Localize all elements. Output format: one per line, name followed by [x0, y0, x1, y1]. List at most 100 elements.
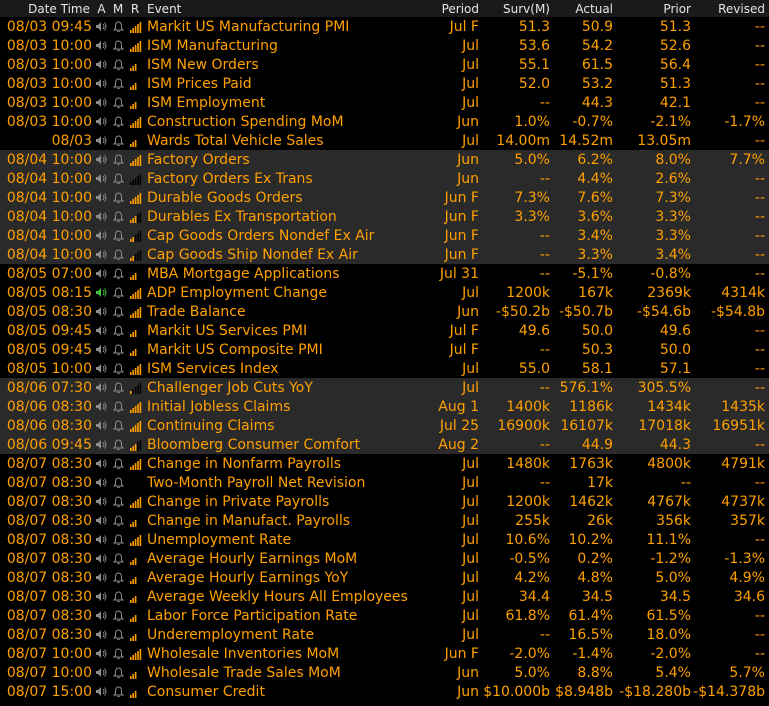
- alert-cell[interactable]: [93, 513, 110, 529]
- bell-icon[interactable]: [112, 476, 124, 489]
- relevance-cell[interactable]: [126, 171, 144, 187]
- alert-cell[interactable]: [93, 494, 110, 510]
- relevance-bars-icon[interactable]: [129, 59, 142, 71]
- bell-icon[interactable]: [112, 343, 124, 356]
- relevance-cell[interactable]: [126, 19, 144, 35]
- alert-cell[interactable]: [93, 589, 110, 605]
- relevance-cell[interactable]: [126, 209, 144, 225]
- monitor-cell[interactable]: [110, 247, 126, 263]
- speaker-icon[interactable]: [95, 192, 108, 203]
- relevance-cell[interactable]: [126, 608, 144, 624]
- relevance-cell[interactable]: [126, 551, 144, 567]
- alert-cell[interactable]: [93, 418, 110, 434]
- speaker-icon[interactable]: [95, 553, 108, 564]
- relevance-bars-icon[interactable]: [129, 382, 142, 394]
- relevance-bars-icon[interactable]: [129, 21, 142, 33]
- relevance-bars-icon[interactable]: [129, 648, 142, 660]
- bell-icon[interactable]: [112, 229, 124, 242]
- relevance-bars-icon[interactable]: [129, 458, 142, 470]
- alert-cell[interactable]: [93, 437, 110, 453]
- monitor-cell[interactable]: [110, 209, 126, 225]
- alert-cell[interactable]: [93, 551, 110, 567]
- relevance-cell[interactable]: [126, 304, 144, 320]
- monitor-cell[interactable]: [110, 266, 126, 282]
- table-row[interactable]: 08/05 10:00 ISM Services Index Jul 55.0 58.1…: [0, 359, 769, 378]
- table-row[interactable]: 08/06 07:30 Challenger Job Cuts YoY Jul -- 5…: [0, 378, 769, 397]
- alert-cell[interactable]: [93, 570, 110, 586]
- monitor-cell[interactable]: [110, 133, 126, 149]
- monitor-cell[interactable]: [110, 342, 126, 358]
- bell-icon[interactable]: [112, 514, 124, 527]
- bell-icon[interactable]: [112, 20, 124, 33]
- relevance-bars-icon[interactable]: [129, 667, 142, 679]
- relevance-cell[interactable]: [126, 114, 144, 130]
- bell-icon[interactable]: [112, 134, 124, 147]
- relevance-bars-icon[interactable]: [129, 135, 142, 147]
- relevance-cell[interactable]: [126, 323, 144, 339]
- alert-cell[interactable]: [93, 665, 110, 681]
- bell-icon[interactable]: [112, 172, 124, 185]
- speaker-icon[interactable]: [95, 21, 108, 32]
- bell-icon[interactable]: [112, 153, 124, 166]
- table-row[interactable]: 08/05 07:00 MBA Mortgage Applications Jul …: [0, 264, 769, 283]
- relevance-bars-icon[interactable]: [129, 192, 142, 204]
- table-row[interactable]: 08/03 10:00 ISM Manufacturing Jul 53.6 54.2 5…: [0, 36, 769, 55]
- relevance-cell[interactable]: [126, 76, 144, 92]
- monitor-cell[interactable]: [110, 494, 126, 510]
- speaker-icon[interactable]: [95, 667, 108, 678]
- table-row[interactable]: 08/07 08:30 Average Hourly Earnings MoM Ju…: [0, 549, 769, 568]
- alert-cell[interactable]: [93, 646, 110, 662]
- bell-icon[interactable]: [112, 267, 124, 280]
- speaker-icon[interactable]: [95, 59, 108, 70]
- alert-cell[interactable]: [93, 133, 110, 149]
- relevance-bars-icon[interactable]: [129, 211, 142, 223]
- monitor-cell[interactable]: [110, 570, 126, 586]
- relevance-cell[interactable]: [126, 266, 144, 282]
- monitor-cell[interactable]: [110, 456, 126, 472]
- speaker-icon[interactable]: [95, 135, 108, 146]
- alert-cell[interactable]: [93, 323, 110, 339]
- table-row[interactable]: 08/03 10:00 ISM Prices Paid Jul 52.0 53.2 51.…: [0, 74, 769, 93]
- relevance-bars-icon[interactable]: [129, 496, 142, 508]
- table-row[interactable]: 08/07 08:30 Unemployment Rate Jul 10.6% 10.2…: [0, 530, 769, 549]
- speaker-icon[interactable]: [95, 249, 108, 260]
- speaker-icon[interactable]: [95, 420, 108, 431]
- monitor-cell[interactable]: [110, 684, 126, 700]
- table-row[interactable]: 08/07 08:30 Average Hourly Earnings YoY Ju…: [0, 568, 769, 587]
- bell-icon[interactable]: [112, 400, 124, 413]
- relevance-cell[interactable]: [126, 418, 144, 434]
- monitor-cell[interactable]: [110, 304, 126, 320]
- alert-cell[interactable]: [93, 380, 110, 396]
- relevance-bars-icon[interactable]: [129, 610, 142, 622]
- relevance-cell[interactable]: [126, 380, 144, 396]
- bell-icon[interactable]: [112, 438, 124, 451]
- table-row[interactable]: 08/07 08:30 Average Weekly Hours All Empl…: [0, 587, 769, 606]
- relevance-bars-icon[interactable]: [129, 553, 142, 565]
- bell-icon[interactable]: [112, 115, 124, 128]
- relevance-bars-icon[interactable]: [129, 344, 142, 356]
- speaker-icon[interactable]: [95, 458, 108, 469]
- relevance-cell[interactable]: [126, 228, 144, 244]
- alert-cell[interactable]: [93, 95, 110, 111]
- speaker-icon[interactable]: [95, 534, 108, 545]
- bell-icon[interactable]: [112, 324, 124, 337]
- relevance-cell[interactable]: [126, 152, 144, 168]
- table-row[interactable]: 08/07 10:00 Wholesale Trade Sales MoM Jun 5…: [0, 663, 769, 682]
- alert-cell[interactable]: [93, 627, 110, 643]
- bell-icon[interactable]: [112, 590, 124, 603]
- relevance-cell[interactable]: [126, 57, 144, 73]
- table-row[interactable]: 08/06 08:30 Initial Jobless Claims Aug 1 14…: [0, 397, 769, 416]
- monitor-cell[interactable]: [110, 513, 126, 529]
- relevance-cell[interactable]: [126, 399, 144, 415]
- relevance-cell[interactable]: [126, 665, 144, 681]
- relevance-bars-icon[interactable]: [129, 78, 142, 90]
- bell-icon[interactable]: [112, 685, 124, 698]
- table-row[interactable]: 08/04 10:00 Cap Goods Orders Nondef Ex Ai…: [0, 226, 769, 245]
- relevance-bars-icon[interactable]: [129, 420, 142, 432]
- relevance-bars-icon[interactable]: [129, 534, 142, 546]
- speaker-icon[interactable]: [95, 401, 108, 412]
- relevance-cell[interactable]: [126, 285, 144, 301]
- monitor-cell[interactable]: [110, 152, 126, 168]
- relevance-bars-icon[interactable]: [129, 40, 142, 52]
- relevance-cell[interactable]: [126, 247, 144, 263]
